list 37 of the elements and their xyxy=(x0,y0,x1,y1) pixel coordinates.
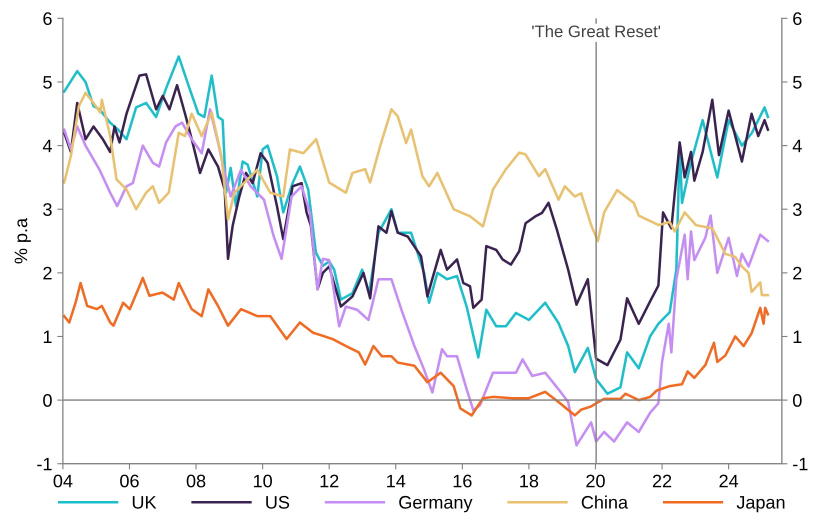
x-tick-label: 18 xyxy=(520,474,538,488)
y-tick-label: 2 xyxy=(43,266,52,280)
y2-tick-label: 3 xyxy=(792,203,802,216)
y2-tick-label: 2 xyxy=(793,266,802,280)
x-tick-label: 04 xyxy=(54,474,72,488)
y-tick-label: 5 xyxy=(43,76,52,89)
y2-tick-label: 4 xyxy=(792,140,802,152)
x-tick-label: 14 xyxy=(387,474,406,488)
ref-line-label: 'The Great Reset' xyxy=(532,25,660,38)
y2-tick-label: 5 xyxy=(793,76,802,89)
legend-label: US xyxy=(266,496,290,509)
line-series xyxy=(62,276,770,417)
y2-tick-label: -1 xyxy=(793,458,808,470)
x-tick-label: 24 xyxy=(719,474,738,488)
x-tick-label: 16 xyxy=(454,474,472,488)
x-tick-label: 10 xyxy=(254,474,272,488)
y-axis-title: % p.a xyxy=(14,218,31,264)
x-tick-label: 12 xyxy=(320,474,338,488)
y-tick-label: 6 xyxy=(43,12,52,26)
y-tick-label: 4 xyxy=(42,140,52,152)
legend-label: Germany xyxy=(399,496,472,512)
y2-tick-label: 6 xyxy=(793,12,802,26)
x-tick-label: 06 xyxy=(120,474,139,488)
y2-tick-label: 0 xyxy=(792,394,802,407)
x-tick-label: 22 xyxy=(652,474,672,488)
y-tick-label: 3 xyxy=(43,203,52,216)
line-series xyxy=(62,92,770,296)
y-tick-label: -1 xyxy=(37,458,52,470)
x-tick-label: 08 xyxy=(186,474,206,488)
line-series xyxy=(62,108,770,447)
y-tick-label: 1 xyxy=(44,330,52,344)
legend-label: China xyxy=(582,495,628,509)
y2-tick-label: 1 xyxy=(794,330,802,344)
legend-label: Japan xyxy=(736,496,784,512)
y-tick-label: 0 xyxy=(43,394,52,407)
x-tick-label: 20 xyxy=(586,474,605,488)
legend-label: UK xyxy=(132,496,156,509)
